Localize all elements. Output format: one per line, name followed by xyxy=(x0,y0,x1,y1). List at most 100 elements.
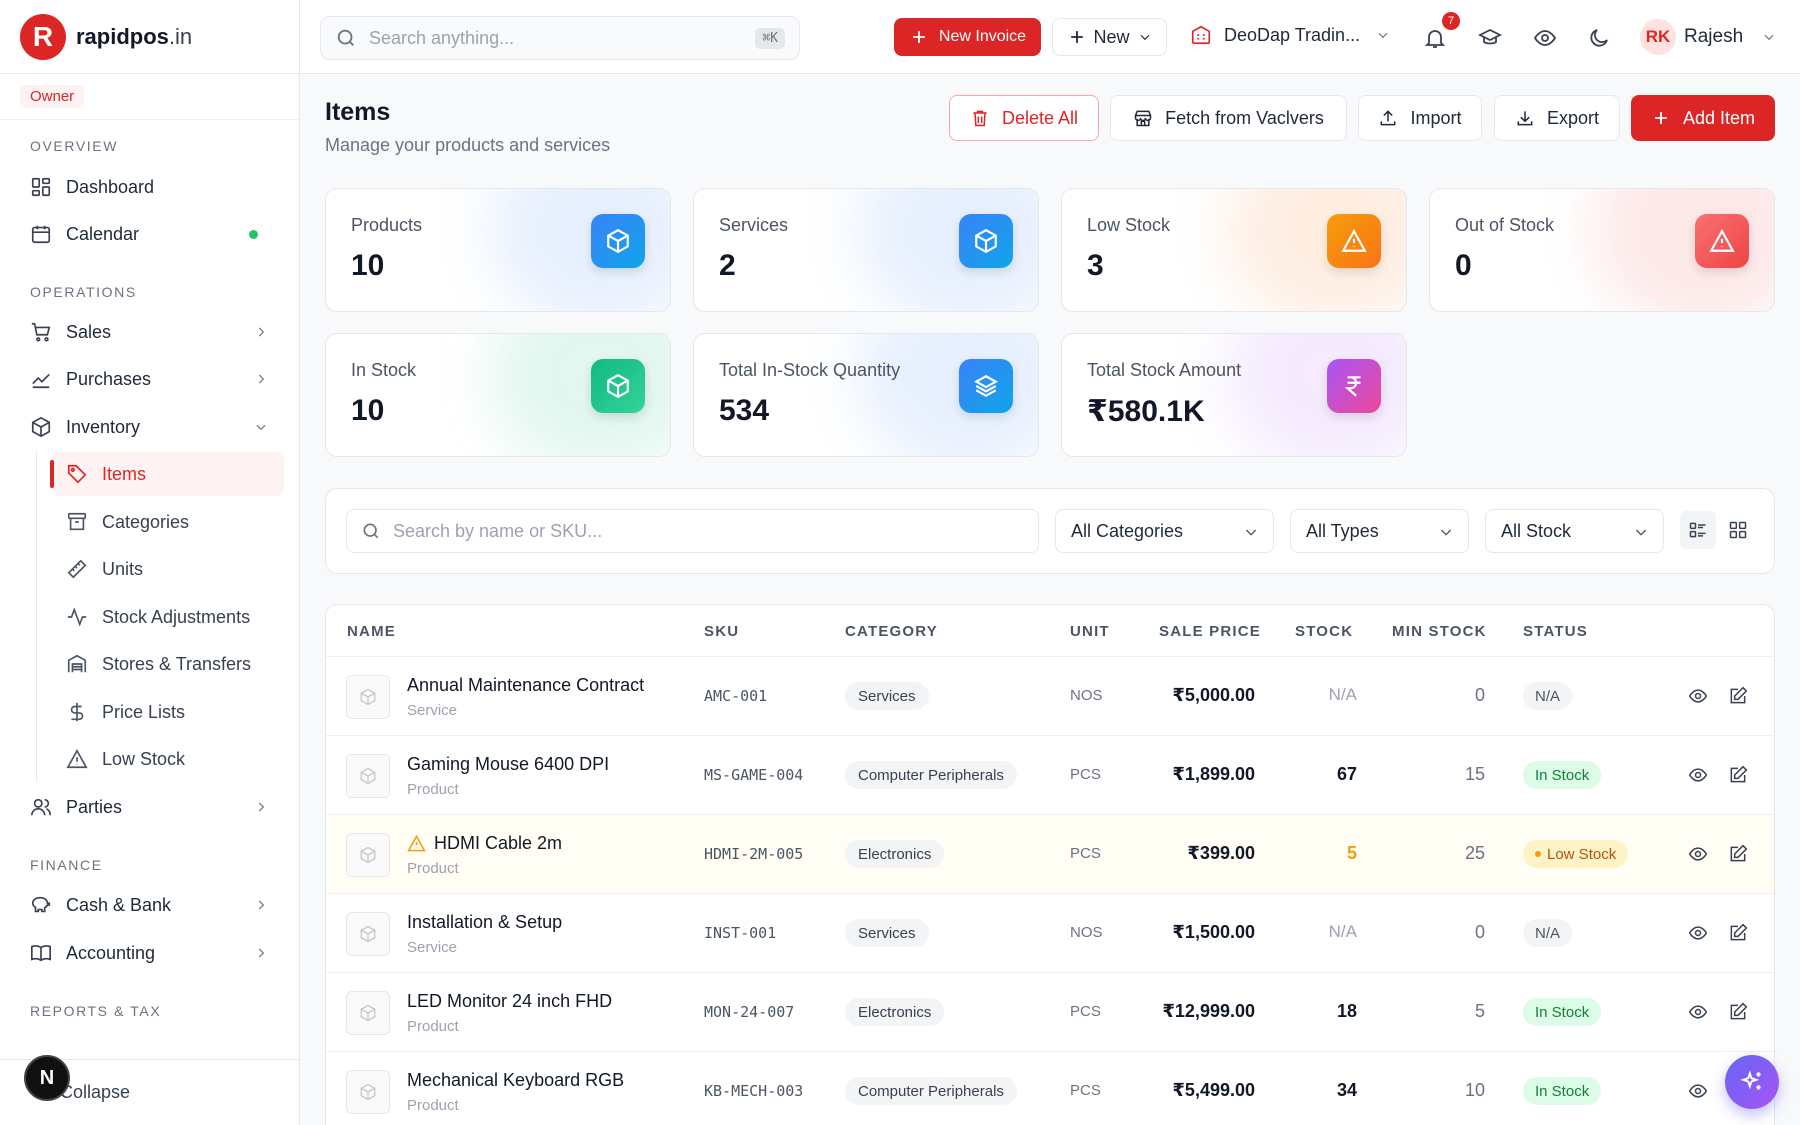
view-icon[interactable] xyxy=(1688,1002,1708,1022)
type-filter-select[interactable]: All Types xyxy=(1290,509,1469,553)
item-type: Product xyxy=(407,781,459,798)
sidebar-item-categories[interactable]: Categories xyxy=(52,500,284,544)
list-view-button[interactable] xyxy=(1680,511,1716,549)
box-icon xyxy=(360,925,376,943)
item-image-placeholder xyxy=(346,754,390,798)
stat-card-out-of-stock: Out of Stock 0 xyxy=(1429,188,1775,312)
moon-icon[interactable] xyxy=(1587,26,1611,50)
company-switcher[interactable]: DeoDap Tradin... xyxy=(1190,24,1390,46)
stat-value: 0 xyxy=(1455,249,1472,282)
add-item-button[interactable]: Add Item xyxy=(1631,95,1775,141)
eye-icon[interactable] xyxy=(1533,26,1557,50)
item-search-input[interactable]: Search by name or SKU... xyxy=(346,509,1039,553)
column-header-status[interactable]: STATUS xyxy=(1523,623,1588,640)
section-overview: OVERVIEW xyxy=(30,138,119,154)
column-header-sku[interactable]: SKU xyxy=(704,623,740,640)
sidebar-item-purchases[interactable]: Purchases xyxy=(14,358,284,400)
bell-icon[interactable] xyxy=(1423,26,1447,50)
grid-view-button[interactable] xyxy=(1720,511,1756,549)
item-price: ₹12,999.00 xyxy=(1162,1001,1255,1021)
table-row[interactable]: Installation & Setup Service INST-001 Se… xyxy=(326,893,1774,972)
global-search-input[interactable]: Search anything... ⌘K xyxy=(320,16,800,60)
column-header-name[interactable]: NAME xyxy=(347,623,396,640)
user-avatar[interactable]: N xyxy=(24,1055,70,1101)
item-name[interactable]: HDMI Cable 2m xyxy=(407,833,562,854)
user-avatar-initials[interactable]: RK xyxy=(1640,19,1676,55)
sidebar-item-low-stock[interactable]: Low Stock xyxy=(52,737,284,781)
import-button[interactable]: Import xyxy=(1358,95,1482,141)
items-table: NAME SKU CATEGORY UNIT SALE PRICE STOCK … xyxy=(325,604,1775,1125)
view-icon[interactable] xyxy=(1688,844,1708,864)
sidebar-item-accounting[interactable]: Accounting xyxy=(14,932,284,974)
stat-label: Services xyxy=(719,215,789,235)
export-button[interactable]: Export xyxy=(1494,95,1620,141)
sidebar-item-stores-transfers[interactable]: Stores & Transfers xyxy=(52,642,284,686)
user-name: Rajesh xyxy=(1684,26,1744,47)
item-type: Service xyxy=(407,939,458,956)
graduation-cap-icon[interactable] xyxy=(1478,26,1502,50)
list-view-icon xyxy=(1689,522,1706,538)
edit-icon[interactable] xyxy=(1728,765,1748,785)
edit-icon[interactable] xyxy=(1728,844,1748,864)
edit-icon[interactable] xyxy=(1728,923,1748,943)
sidebar-item-label: Items xyxy=(102,463,147,484)
category-badge: Services xyxy=(845,919,929,947)
sidebar-item-cash-bank[interactable]: Cash & Bank xyxy=(14,884,284,926)
new-dropdown-button[interactable]: New xyxy=(1052,18,1167,56)
view-icon[interactable] xyxy=(1688,686,1708,706)
view-icon[interactable] xyxy=(1688,923,1708,943)
sidebar-item-units[interactable]: Units xyxy=(52,547,284,591)
view-icon[interactable] xyxy=(1688,765,1708,785)
table-row[interactable]: LED Monitor 24 inch FHD Product MON-24-0… xyxy=(326,972,1774,1051)
search-icon xyxy=(363,523,379,539)
sidebar-item-parties[interactable]: Parties xyxy=(14,786,284,828)
table-row[interactable]: Annual Maintenance Contract Service AMC-… xyxy=(326,656,1774,735)
view-icon[interactable] xyxy=(1688,1081,1708,1101)
table-row[interactable]: Gaming Mouse 6400 DPI Product MS-GAME-00… xyxy=(326,735,1774,814)
sidebar-item-label: Parties xyxy=(66,796,123,817)
alert-triangle-icon xyxy=(1327,214,1381,268)
column-header-unit[interactable]: UNIT xyxy=(1070,623,1110,640)
sidebar-item-calendar[interactable]: Calendar xyxy=(14,213,284,255)
sidebar-item-dashboard[interactable]: Dashboard xyxy=(14,166,284,208)
item-name[interactable]: Mechanical Keyboard RGB xyxy=(407,1070,625,1090)
sidebar-item-price-lists[interactable]: Price Lists xyxy=(52,690,284,734)
collapse-button[interactable]: Collapse xyxy=(0,1059,300,1125)
column-header-sale-price[interactable]: SALE PRICE xyxy=(1159,623,1262,640)
column-header-stock[interactable]: STOCK xyxy=(1295,623,1354,640)
stock-filter-select[interactable]: All Stock xyxy=(1485,509,1664,553)
grid-view-icon xyxy=(1729,521,1747,539)
stat-card-products: Products 10 xyxy=(325,188,671,312)
table-row[interactable]: Mechanical Keyboard RGB Product KB-MECH-… xyxy=(326,1051,1774,1125)
table-row[interactable]: HDMI Cable 2m Product HDMI-2M-005 Electr… xyxy=(326,814,1774,893)
fetch-button[interactable]: Fetch from Vaclvers xyxy=(1110,95,1347,141)
item-name[interactable]: Gaming Mouse 6400 DPI xyxy=(407,754,610,774)
column-header-min-stock[interactable]: MIN STOCK xyxy=(1392,623,1487,640)
ai-assistant-button[interactable] xyxy=(1725,1055,1779,1109)
item-price: ₹5,499.00 xyxy=(1172,1080,1255,1100)
sidebar-item-stock-adjustments[interactable]: Stock Adjustments xyxy=(52,595,284,639)
new-invoice-button[interactable]: New Invoice xyxy=(894,18,1041,56)
edit-icon[interactable] xyxy=(1728,686,1748,706)
sidebar-item-inventory[interactable]: Inventory xyxy=(14,406,284,448)
item-min-stock: 5 xyxy=(1474,1001,1485,1021)
column-header-category[interactable]: CATEGORY xyxy=(845,623,938,640)
edit-icon[interactable] xyxy=(1728,1002,1748,1022)
delete-all-button[interactable]: Delete All xyxy=(949,95,1099,141)
chevron-right-icon xyxy=(258,948,265,958)
category-filter-select[interactable]: All Categories xyxy=(1055,509,1274,553)
item-name[interactable]: Annual Maintenance Contract xyxy=(407,675,645,695)
stat-value: 3 xyxy=(1087,249,1104,282)
item-name[interactable]: Installation & Setup xyxy=(407,912,563,932)
item-unit: PCS xyxy=(1070,766,1101,783)
sidebar-item-items[interactable]: Items xyxy=(50,452,284,496)
stat-label: Total In-Stock Quantity xyxy=(719,360,901,380)
sidebar-item-sales[interactable]: Sales xyxy=(14,311,284,353)
item-name[interactable]: LED Monitor 24 inch FHD xyxy=(407,991,613,1011)
brand-logo[interactable]: R rapidpos.in xyxy=(0,0,299,74)
brand-name: rapidpos.in xyxy=(76,23,193,49)
stat-label: Total Stock Amount xyxy=(1087,360,1242,380)
alert-triangle-icon xyxy=(1695,214,1749,268)
user-menu[interactable]: Rajesh xyxy=(1684,26,1776,48)
chevron-down-icon xyxy=(256,424,266,431)
